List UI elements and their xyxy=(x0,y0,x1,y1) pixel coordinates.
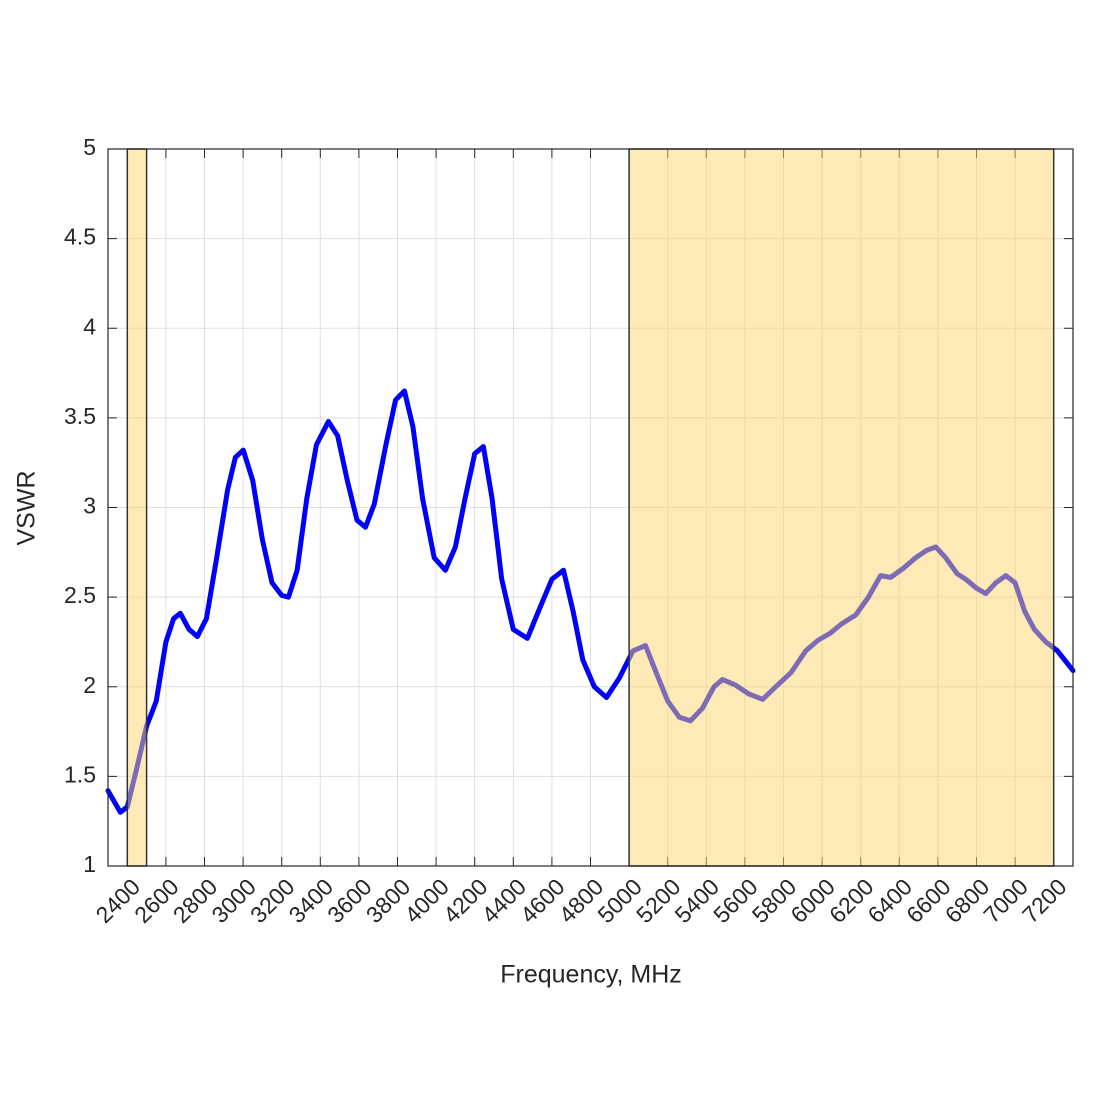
highlight-region xyxy=(628,148,1055,867)
y-tick-label: 3.5 xyxy=(64,403,96,429)
y-tick-label: 4 xyxy=(83,313,96,339)
y-tick-label: 2 xyxy=(83,672,96,698)
y-tick-label: 4.5 xyxy=(64,224,96,250)
y-tick-label: 5 xyxy=(83,134,96,160)
y-tick-label: 3 xyxy=(83,493,96,519)
y-tick-label: 1 xyxy=(83,851,96,877)
y-tick-label: 2.5 xyxy=(64,582,96,608)
axes-box xyxy=(107,148,1074,867)
y-tick-label: 1.5 xyxy=(64,761,96,787)
x-axis-label: Frequency, MHz xyxy=(500,961,682,989)
highlight-region xyxy=(126,148,148,867)
y-axis-label: VSWR xyxy=(13,471,41,546)
